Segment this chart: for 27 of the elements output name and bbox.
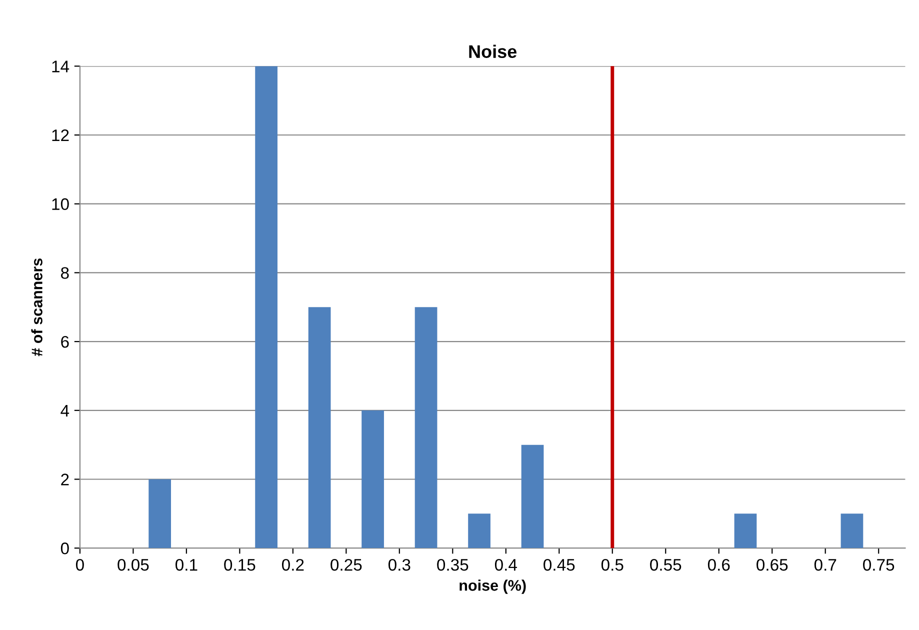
y-tick-label: 4	[60, 404, 70, 416]
x-tick-label: 0.65	[756, 558, 788, 571]
x-tick-label: 0.6	[708, 558, 730, 571]
x-tick-label: 0.15	[224, 558, 256, 571]
y-tick-label: 14	[52, 60, 70, 72]
x-tick-label: 0.25	[330, 558, 362, 571]
x-tick-label: 0.7	[814, 558, 836, 571]
x-tick-label: 0.1	[176, 558, 198, 571]
x-axis-title: noise (%)	[460, 580, 526, 594]
x-tick-label: 0.45	[544, 558, 575, 571]
x-tick-label: 0.2	[282, 558, 304, 571]
y-tick-label: 0	[60, 542, 69, 554]
x-tick-label: 0.5	[601, 558, 624, 571]
x-tick-label: 0.4	[494, 558, 517, 571]
y-axis-title: # of scanners	[31, 258, 42, 356]
x-tick-label: 0.05	[118, 558, 149, 571]
x-tick-label: 0.3	[388, 558, 410, 571]
y-tick-label: 6	[61, 336, 69, 348]
y-tick-label: 10	[52, 198, 69, 210]
x-tick-label: 0.35	[437, 558, 468, 571]
x-tick-label: 0	[76, 558, 84, 571]
chart-title: Noise	[469, 44, 517, 58]
x-tick-label: 0.55	[650, 558, 682, 571]
y-tick-label: 12	[52, 129, 69, 142]
y-tick-label: 8	[60, 267, 69, 279]
x-tick-label: 0.75	[863, 558, 894, 571]
y-tick-label: 2	[61, 474, 69, 486]
